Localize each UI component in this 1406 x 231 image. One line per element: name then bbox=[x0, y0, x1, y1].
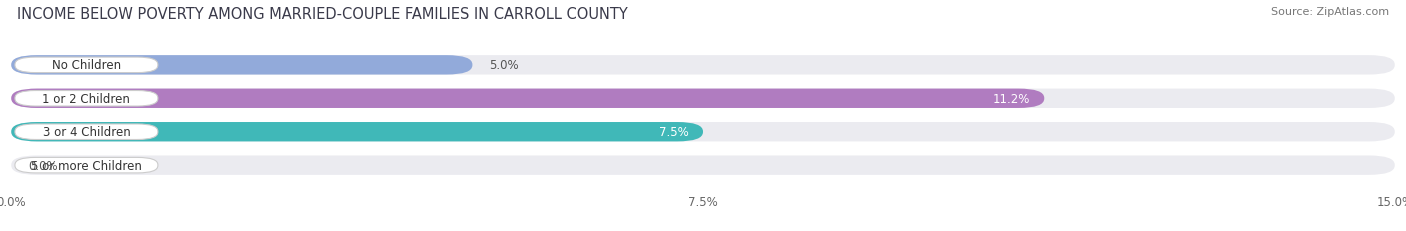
Text: 7.5%: 7.5% bbox=[659, 126, 689, 139]
FancyBboxPatch shape bbox=[15, 125, 157, 140]
Text: 5.0%: 5.0% bbox=[489, 59, 519, 72]
FancyBboxPatch shape bbox=[11, 89, 1045, 109]
Text: 3 or 4 Children: 3 or 4 Children bbox=[42, 126, 131, 139]
Text: 0.0%: 0.0% bbox=[28, 159, 58, 172]
Text: 1 or 2 Children: 1 or 2 Children bbox=[42, 92, 131, 105]
FancyBboxPatch shape bbox=[15, 158, 157, 173]
FancyBboxPatch shape bbox=[15, 58, 157, 73]
FancyBboxPatch shape bbox=[11, 56, 472, 75]
Text: Source: ZipAtlas.com: Source: ZipAtlas.com bbox=[1271, 7, 1389, 17]
Text: 11.2%: 11.2% bbox=[993, 92, 1031, 105]
FancyBboxPatch shape bbox=[11, 89, 1395, 109]
Text: INCOME BELOW POVERTY AMONG MARRIED-COUPLE FAMILIES IN CARROLL COUNTY: INCOME BELOW POVERTY AMONG MARRIED-COUPL… bbox=[17, 7, 627, 22]
FancyBboxPatch shape bbox=[11, 56, 1395, 75]
FancyBboxPatch shape bbox=[11, 122, 703, 142]
Text: No Children: No Children bbox=[52, 59, 121, 72]
FancyBboxPatch shape bbox=[11, 156, 1395, 175]
FancyBboxPatch shape bbox=[11, 122, 1395, 142]
FancyBboxPatch shape bbox=[15, 91, 157, 106]
Text: 5 or more Children: 5 or more Children bbox=[31, 159, 142, 172]
